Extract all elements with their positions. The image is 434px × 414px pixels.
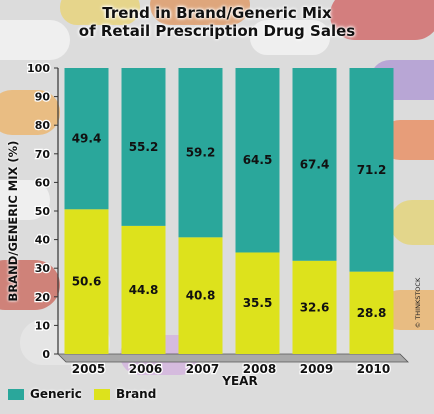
photo-credit: © THINKSTOCK bbox=[414, 277, 422, 329]
y-tick-label: 100 bbox=[27, 62, 50, 75]
bar-generic-2006 bbox=[121, 68, 166, 226]
y-tick-label: 10 bbox=[35, 319, 51, 332]
bar-generic-2009 bbox=[292, 68, 337, 261]
bar-brand-2009 bbox=[292, 260, 337, 354]
y-tick-label: 0 bbox=[42, 348, 50, 361]
bar-brand-2007 bbox=[178, 237, 223, 354]
y-tick-label: 80 bbox=[35, 119, 51, 132]
x-tick-label-2010: 2010 bbox=[357, 362, 390, 376]
x-tick-label-2007: 2007 bbox=[186, 362, 219, 376]
chart-subtitle: of Retail Prescription Drug Sales bbox=[78, 22, 356, 40]
y-axis-label: BRAND/GENERIC MIX (%) bbox=[6, 140, 20, 302]
legend-swatch-generic bbox=[8, 388, 24, 400]
bar-brand-2010 bbox=[349, 271, 394, 354]
y-tick-label: 60 bbox=[35, 176, 51, 189]
data-label-brand-2007: 40.8 bbox=[186, 289, 216, 303]
data-label-brand-2009: 32.6 bbox=[300, 300, 330, 314]
data-label-generic-2006: 55.2 bbox=[129, 140, 159, 154]
y-tick-label: 20 bbox=[35, 291, 51, 304]
bar-generic-2010 bbox=[349, 68, 394, 272]
legend-label-generic: Generic bbox=[30, 387, 82, 401]
bar-generic-2008 bbox=[235, 68, 280, 253]
data-label-generic-2007: 59.2 bbox=[186, 146, 216, 160]
y-tick-label: 40 bbox=[35, 234, 51, 247]
data-label-brand-2008: 35.5 bbox=[243, 296, 273, 310]
bar-brand-2006 bbox=[121, 225, 166, 354]
y-tick-label: 70 bbox=[35, 148, 51, 161]
data-label-generic-2010: 71.2 bbox=[357, 163, 387, 177]
x-tick-label-2008: 2008 bbox=[243, 362, 276, 376]
data-label-brand-2010: 28.8 bbox=[357, 306, 387, 320]
y-tick-label: 30 bbox=[35, 262, 51, 275]
data-label-brand-2005: 50.6 bbox=[72, 275, 102, 289]
legend-item-brand: Brand bbox=[94, 386, 156, 402]
chart-title: Trend in Brand/Generic Mix bbox=[102, 4, 332, 22]
y-tick-label: 50 bbox=[35, 205, 51, 218]
y-tick-label: 90 bbox=[35, 91, 51, 104]
bar-brand-2005 bbox=[64, 209, 109, 354]
x-tick-label-2009: 2009 bbox=[300, 362, 333, 376]
bar-brand-2008 bbox=[235, 252, 280, 354]
data-label-generic-2008: 64.5 bbox=[243, 153, 273, 167]
bar-generic-2007 bbox=[178, 68, 223, 238]
legend-swatch-brand bbox=[94, 388, 110, 400]
legend-label-brand: Brand bbox=[116, 387, 157, 401]
x-tick-label-2006: 2006 bbox=[129, 362, 162, 376]
data-label-generic-2009: 67.4 bbox=[300, 157, 330, 171]
bar-generic-2005 bbox=[64, 68, 109, 210]
x-axis-label: YEAR bbox=[222, 374, 258, 388]
chart-floor bbox=[57, 353, 409, 363]
legend-item-generic: Generic bbox=[8, 386, 82, 402]
data-label-generic-2005: 49.4 bbox=[72, 132, 102, 146]
data-label-brand-2006: 44.8 bbox=[129, 283, 159, 297]
x-tick-label-2005: 2005 bbox=[72, 362, 105, 376]
